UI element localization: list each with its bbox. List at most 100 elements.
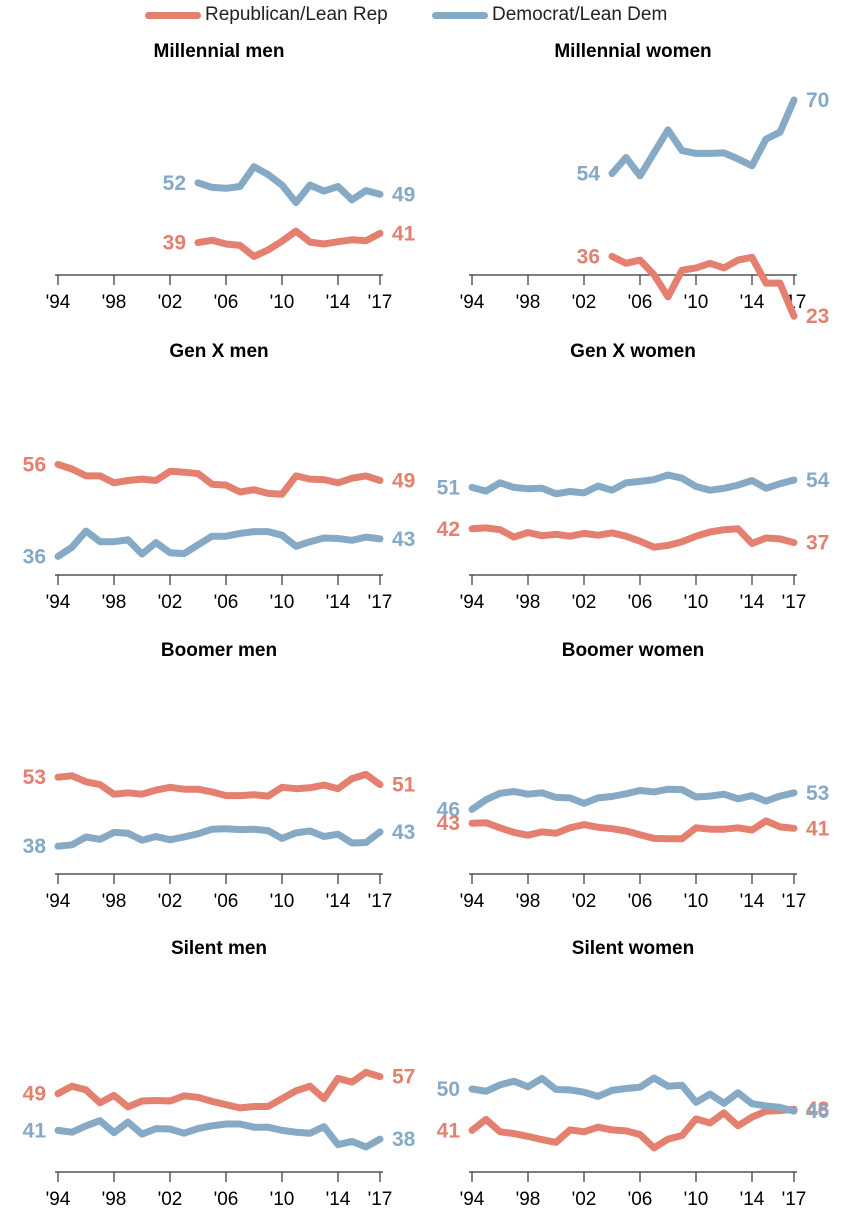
start-label-republican: 56	[23, 453, 46, 476]
start-label-republican: 39	[163, 232, 186, 255]
panel-silent-women: Silent women '94 '98 '02 '06 '10 '14 '17 41 48 50 4…	[437, 938, 830, 1209]
x-tick-label: '17	[368, 891, 393, 912]
x-tick-label: '10	[684, 592, 709, 613]
x-tick-label: '17	[368, 592, 393, 613]
x-tick-label: '17	[782, 1189, 807, 1209]
start-label-democrat: 41	[23, 1119, 47, 1142]
x-tick-label: '14	[740, 1189, 765, 1209]
x-tick-label: '14	[740, 292, 765, 313]
x-tick-label: '17	[368, 292, 393, 313]
x-tick-label: '06	[214, 1189, 239, 1209]
x-tick-label: '10	[270, 592, 295, 613]
panel-title: Boomer women	[562, 640, 705, 661]
x-tick-label: '17	[782, 891, 807, 912]
x-tick-label: '06	[628, 292, 653, 313]
series-line-democrat	[194, 163, 384, 207]
end-label-republican: 23	[806, 305, 829, 328]
panel-gen-x-men: Gen X men '94 '98 '02 '06 '10 '14 '17 56 49 36 43	[23, 341, 416, 613]
series-line-republican	[54, 460, 384, 498]
x-tick-label: '02	[572, 592, 597, 613]
x-tick-label: '02	[572, 891, 597, 912]
x-tick-label: '94	[460, 592, 485, 613]
end-label-republican: 41	[806, 817, 830, 840]
series-line-democrat	[468, 785, 798, 813]
legend-label-republican: Republican/Lean Rep	[205, 4, 388, 25]
end-label-republican: 57	[392, 1066, 415, 1089]
legend-swatch-republican	[145, 11, 201, 19]
end-label-democrat: 46	[806, 1100, 829, 1123]
panel-title: Millennial women	[554, 41, 711, 62]
series-line-democrat	[54, 825, 384, 850]
x-tick-label: '14	[326, 891, 351, 912]
series-line-democrat	[54, 1117, 384, 1151]
x-tick-label: '94	[46, 891, 71, 912]
x-tick-label: '98	[516, 891, 541, 912]
x-tick-label: '06	[628, 1189, 653, 1209]
x-tick-label: '14	[326, 1189, 351, 1209]
end-label-republican: 37	[806, 532, 829, 555]
x-tick-label: '98	[516, 592, 541, 613]
x-tick-label: '06	[628, 592, 653, 613]
panel-boomer-women: Boomer women '94 '98 '02 '06 '10 '14 '17 43 41 46 5…	[437, 640, 830, 912]
series-line-republican	[54, 1068, 384, 1112]
series-line-republican	[468, 524, 798, 551]
x-tick-label: '14	[740, 592, 765, 613]
panel-silent-men: Silent men '94 '98 '02 '06 '10 '14 '17 49 57 41 38	[23, 938, 416, 1209]
panel-title: Gen X men	[169, 341, 268, 362]
panel-millennial-women: Millennial women'94'98'02'06'10'14'17362…	[460, 41, 830, 328]
x-tick-label: '02	[572, 1189, 597, 1209]
end-label-republican: 49	[392, 470, 415, 493]
start-label-democrat: 50	[437, 1078, 460, 1101]
legend-swatch-democrat	[432, 11, 488, 19]
start-label-republican: 53	[23, 766, 46, 789]
x-tick-label: '98	[516, 292, 541, 313]
x-tick-label: '17	[368, 1189, 393, 1209]
start-label-republican: 41	[437, 1119, 461, 1142]
series-line-democrat	[54, 527, 384, 560]
x-tick-label: '94	[460, 1189, 485, 1209]
start-label-democrat: 52	[163, 172, 186, 195]
end-label-republican: 51	[392, 774, 416, 797]
legend-item-republican: Republican/Lean Rep	[145, 4, 388, 26]
x-tick-label: '06	[214, 891, 239, 912]
x-tick-label: '10	[270, 891, 295, 912]
start-label-democrat: 36	[23, 545, 46, 568]
panel-boomer-men: Boomer men '94 '98 '02 '06 '10 '14 '17 53 51 38 43	[23, 640, 416, 912]
panel-title: Boomer men	[161, 640, 277, 661]
x-tick-label: '10	[684, 1189, 709, 1209]
series-line-republican	[194, 227, 384, 260]
x-tick-label: '94	[46, 1189, 71, 1209]
x-tick-label: '98	[102, 891, 127, 912]
end-label-democrat: 43	[392, 821, 415, 844]
x-tick-label: '02	[158, 592, 183, 613]
series-line-democrat	[468, 1074, 798, 1115]
legend-item-democrat: Democrat/Lean Dem	[432, 4, 667, 26]
legend-label-democrat: Democrat/Lean Dem	[492, 4, 668, 25]
series-line-democrat	[608, 96, 798, 180]
x-tick-label: '06	[628, 891, 653, 912]
x-tick-label: '02	[158, 292, 183, 313]
x-tick-label: '94	[460, 891, 485, 912]
series-line-democrat	[468, 471, 798, 498]
start-label-republican: 43	[437, 812, 460, 835]
x-tick-label: '98	[102, 592, 127, 613]
start-label-democrat: 54	[577, 163, 601, 186]
x-tick-label: '98	[102, 1189, 127, 1209]
start-label-republican: 42	[437, 518, 460, 541]
x-tick-label: '14	[740, 891, 765, 912]
series-line-republican	[608, 252, 798, 320]
end-label-republican: 41	[392, 222, 416, 245]
x-tick-label: '10	[270, 1189, 295, 1209]
x-tick-label: '02	[572, 292, 597, 313]
end-label-democrat: 70	[806, 89, 829, 112]
panel-gen-x-women: Gen X women '94 '98 '02 '06 '10 '14 '17 42 37 51 54	[437, 341, 830, 613]
start-label-republican: 36	[577, 245, 600, 268]
panel-title: Gen X women	[570, 341, 696, 362]
x-tick-label: '10	[684, 891, 709, 912]
end-label-democrat: 54	[806, 469, 830, 492]
panel-title: Silent men	[171, 938, 267, 959]
end-label-democrat: 38	[392, 1128, 416, 1151]
end-label-democrat: 49	[392, 183, 415, 206]
x-tick-label: '06	[214, 292, 239, 313]
x-tick-label: '94	[46, 592, 71, 613]
